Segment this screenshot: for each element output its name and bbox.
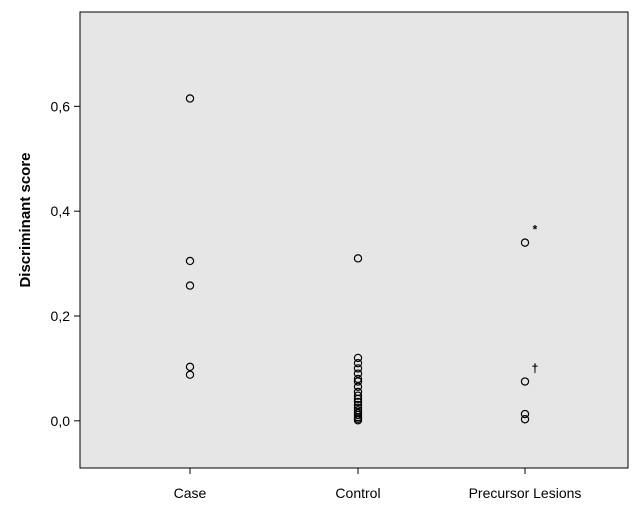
- y-tick-label: 0,4: [51, 203, 71, 219]
- x-tick-label: Precursor Lesions: [469, 485, 582, 501]
- data-point: [353, 394, 363, 404]
- data-point: [353, 254, 363, 263]
- data-point: [185, 362, 195, 372]
- data-point: [353, 382, 363, 391]
- y-axis: 0,0 0,2 0,4 0,6: [51, 98, 80, 429]
- x-tick-label: Control: [335, 485, 380, 501]
- data-point: [353, 397, 363, 407]
- y-axis-title: Discriminant score: [17, 152, 34, 287]
- data-point: [185, 370, 195, 379]
- data-point: [353, 358, 363, 368]
- data-point: [520, 409, 530, 419]
- y-tick-label: 0,0: [51, 413, 71, 429]
- data-point: [353, 369, 363, 378]
- data-point: [353, 364, 363, 373]
- data-point: [353, 353, 363, 363]
- y-tick-label: 0,6: [51, 98, 71, 114]
- data-point: [353, 377, 363, 386]
- x-axis: Case Control Precursor Lesions: [174, 468, 582, 501]
- data-point: [353, 391, 363, 400]
- x-tick-label: Case: [174, 485, 207, 501]
- data-points: [185, 94, 530, 425]
- y-tick-label: 0,2: [51, 308, 71, 324]
- data-point: [520, 377, 530, 386]
- annotation-mark: †: [532, 361, 539, 375]
- data-point: [353, 374, 363, 384]
- data-point: [185, 94, 195, 103]
- annotations: *†: [532, 223, 539, 376]
- annotation-mark: *: [533, 223, 538, 237]
- data-point: [520, 238, 530, 247]
- data-point: [185, 256, 195, 266]
- data-point: [353, 400, 363, 410]
- data-point: [185, 281, 195, 290]
- data-point: [520, 415, 530, 424]
- data-point: [353, 416, 363, 425]
